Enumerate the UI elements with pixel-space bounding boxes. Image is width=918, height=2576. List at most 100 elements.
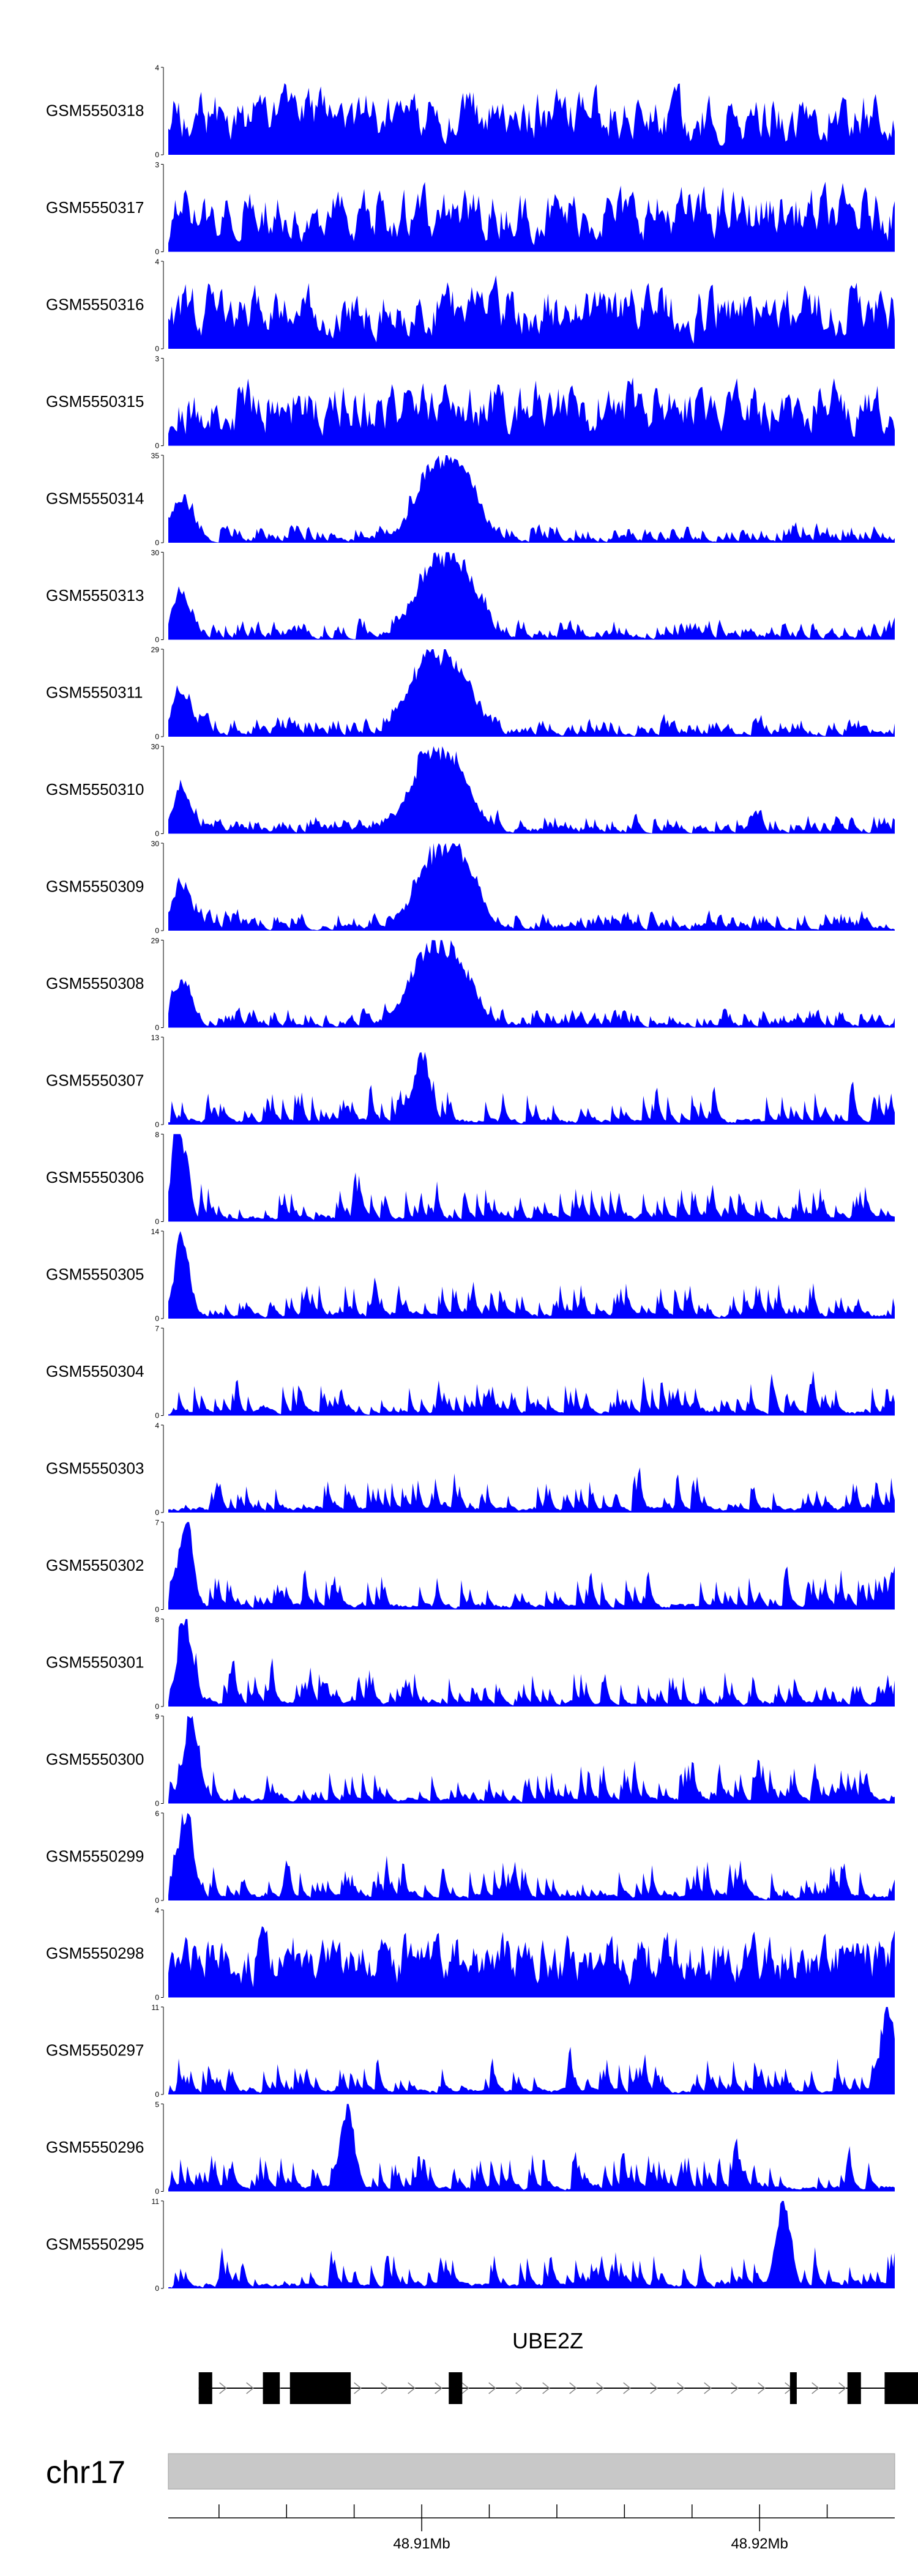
y-tick-max-label: 30 — [151, 839, 160, 848]
y-tick-max-label: 3 — [155, 161, 159, 169]
track-label: GSM5550295 — [46, 2235, 144, 2254]
strand-arrow — [704, 2382, 712, 2394]
strand-arrow — [677, 2382, 685, 2394]
chromosome-label: chr17 — [46, 2455, 125, 2490]
strand-arrow — [408, 2382, 416, 2394]
strand-arrow — [650, 2382, 658, 2394]
y-tick-zero-label: 0 — [155, 830, 159, 838]
strand-arrow — [542, 2382, 550, 2394]
y-tick-zero-label: 0 — [155, 1412, 159, 1420]
track-label: GSM5550297 — [46, 2041, 144, 2060]
y-tick-zero-label: 0 — [155, 732, 159, 741]
track-label: GSM5550314 — [46, 490, 144, 508]
coverage-area — [168, 275, 895, 349]
track-label: GSM5550315 — [46, 392, 144, 411]
y-tick-zero-label: 0 — [155, 2187, 159, 2196]
coverage-track: GSM5550309 30 0 — [46, 839, 895, 935]
y-tick-max-label: 11 — [152, 2197, 160, 2206]
coverage-area — [168, 83, 895, 155]
coverage-area — [168, 1619, 895, 1707]
coverage-area — [168, 2104, 895, 2192]
y-tick-max-label: 30 — [151, 743, 160, 751]
gene-exon — [198, 2372, 212, 2404]
y-tick-zero-label: 0 — [155, 1993, 159, 2002]
coverage-area — [168, 2007, 895, 2094]
y-tick-zero-label: 0 — [155, 1508, 159, 1517]
coverage-area — [168, 552, 895, 640]
coverage-area — [168, 1134, 895, 1222]
y-tick-zero-label: 0 — [155, 538, 159, 547]
track-label: GSM5550302 — [46, 1556, 144, 1574]
y-tick-zero-label: 0 — [155, 926, 159, 935]
coverage-track: GSM5550304 7 0 — [46, 1325, 895, 1420]
y-tick-max-label: 8 — [155, 1131, 159, 1139]
track-label: GSM5550310 — [46, 780, 144, 798]
coverage-area — [168, 1716, 895, 1804]
coverage-track: GSM5550306 8 0 — [46, 1131, 895, 1226]
track-label: GSM5550296 — [46, 2138, 144, 2156]
gene-name-label: UBE2Z — [512, 2328, 583, 2353]
coverage-area — [168, 182, 895, 252]
coverage-track: GSM5550299 6 0 — [46, 1809, 895, 1905]
track-label: GSM5550308 — [46, 974, 144, 992]
genomic-x-axis: 48.91Mb 48.92Mb — [168, 2504, 895, 2552]
track-label: GSM5550298 — [46, 1944, 144, 1962]
y-tick-max-label: 5 — [155, 2101, 159, 2109]
coverage-track: GSM5550295 11 0 — [46, 2197, 895, 2293]
y-tick-zero-label: 0 — [155, 442, 159, 450]
coverage-track: GSM5550307 13 0 — [46, 1033, 895, 1129]
strand-arrow — [246, 2382, 254, 2394]
gene-exon — [449, 2372, 463, 2404]
y-tick-zero-label: 0 — [155, 1702, 159, 1711]
y-tick-zero-label: 0 — [155, 1120, 159, 1129]
gene-track: UBE2Z — [198, 2328, 918, 2404]
strand-arrow — [758, 2382, 766, 2394]
coverage-area — [168, 940, 895, 1028]
y-tick-max-label: 3 — [155, 355, 159, 363]
y-tick-zero-label: 0 — [155, 1606, 159, 1614]
coverage-track: GSM5550300 9 0 — [46, 1713, 895, 1808]
coverage-track: GSM5550302 7 0 — [46, 1519, 895, 1614]
coverage-track: GSM5550303 4 0 — [46, 1421, 895, 1517]
y-tick-max-label: 6 — [155, 1809, 159, 1818]
coverage-area — [168, 1813, 895, 1900]
coverage-track: GSM5550316 4 0 — [46, 258, 895, 353]
y-tick-max-label: 4 — [155, 1421, 159, 1430]
strand-arrow — [812, 2382, 819, 2394]
track-label: GSM5550311 — [46, 683, 143, 702]
coverage-track: GSM5550311 29 0 — [46, 646, 895, 741]
y-tick-max-label: 35 — [151, 452, 160, 460]
strand-arrow — [435, 2382, 442, 2394]
coverage-track: GSM5550305 14 0 — [46, 1227, 895, 1323]
coverage-area — [168, 1052, 895, 1125]
y-tick-zero-label: 0 — [155, 1218, 159, 1226]
track-label: GSM5550305 — [46, 1265, 144, 1284]
strand-arrow — [731, 2382, 739, 2394]
strand-arrow — [461, 2382, 469, 2394]
track-label: GSM5550303 — [46, 1459, 144, 1478]
y-tick-zero-label: 0 — [155, 636, 159, 644]
coverage-area — [168, 746, 895, 834]
coverage-track: GSM5550317 3 0 — [46, 161, 895, 256]
coverage-area — [168, 1926, 895, 1998]
x-axis-tick-label: 48.92Mb — [731, 2536, 788, 2552]
gene-exon — [847, 2372, 861, 2404]
y-tick-zero-label: 0 — [155, 1896, 159, 1905]
coverage-area — [168, 455, 895, 543]
strand-arrow — [569, 2382, 577, 2394]
gene-exon — [289, 2372, 351, 2404]
coverage-track: GSM5550310 30 0 — [46, 743, 895, 838]
y-tick-max-label: 7 — [155, 1325, 159, 1333]
track-label: GSM5550299 — [46, 1847, 144, 1866]
track-label: GSM5550301 — [46, 1653, 144, 1672]
y-tick-max-label: 29 — [151, 937, 160, 945]
strand-arrow — [219, 2382, 227, 2394]
coverage-area — [168, 2201, 895, 2288]
coverage-track: GSM5550318 4 0 — [46, 64, 895, 159]
y-tick-max-label: 4 — [155, 1907, 159, 1915]
y-tick-zero-label: 0 — [155, 2090, 159, 2099]
gene-exon — [789, 2372, 797, 2404]
strand-arrow — [488, 2382, 496, 2394]
